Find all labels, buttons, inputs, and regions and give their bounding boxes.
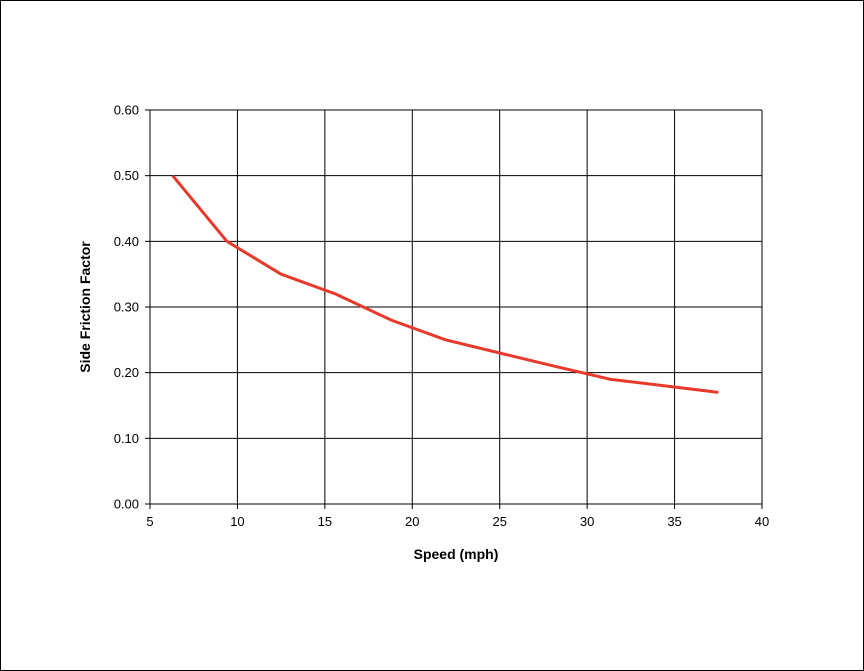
- axes: [145, 109, 763, 509]
- y-tick-label: 0.50: [114, 168, 139, 183]
- y-axis-title: Side Friction Factor: [77, 241, 93, 373]
- y-tick-label: 0.10: [114, 431, 139, 446]
- grid: [150, 109, 763, 504]
- series-layer: [171, 174, 719, 394]
- x-tick-label: 10: [230, 514, 244, 529]
- x-tick-label: 25: [492, 514, 506, 529]
- x-tick-label: 40: [755, 514, 769, 529]
- x-tick-label: 35: [667, 514, 681, 529]
- y-tick-label: 0.20: [114, 365, 139, 380]
- y-tick-label: 0.00: [114, 497, 139, 512]
- x-tick-label: 20: [405, 514, 419, 529]
- x-tick-label: 30: [580, 514, 594, 529]
- tick-labels: 5 10 15 20 25 30 35 40 0.00 0.10 0.20 0.30 0.40 0.50 0…: [114, 103, 770, 530]
- x-axis-title: Speed (mph): [414, 546, 499, 562]
- y-tick-label: 0.40: [114, 234, 139, 249]
- y-tick-label: 0.60: [114, 103, 139, 118]
- series-line: [171, 174, 719, 394]
- x-tick-label: 5: [146, 514, 153, 529]
- x-tick-label: 15: [318, 514, 332, 529]
- y-tick-label: 0.30: [114, 300, 139, 315]
